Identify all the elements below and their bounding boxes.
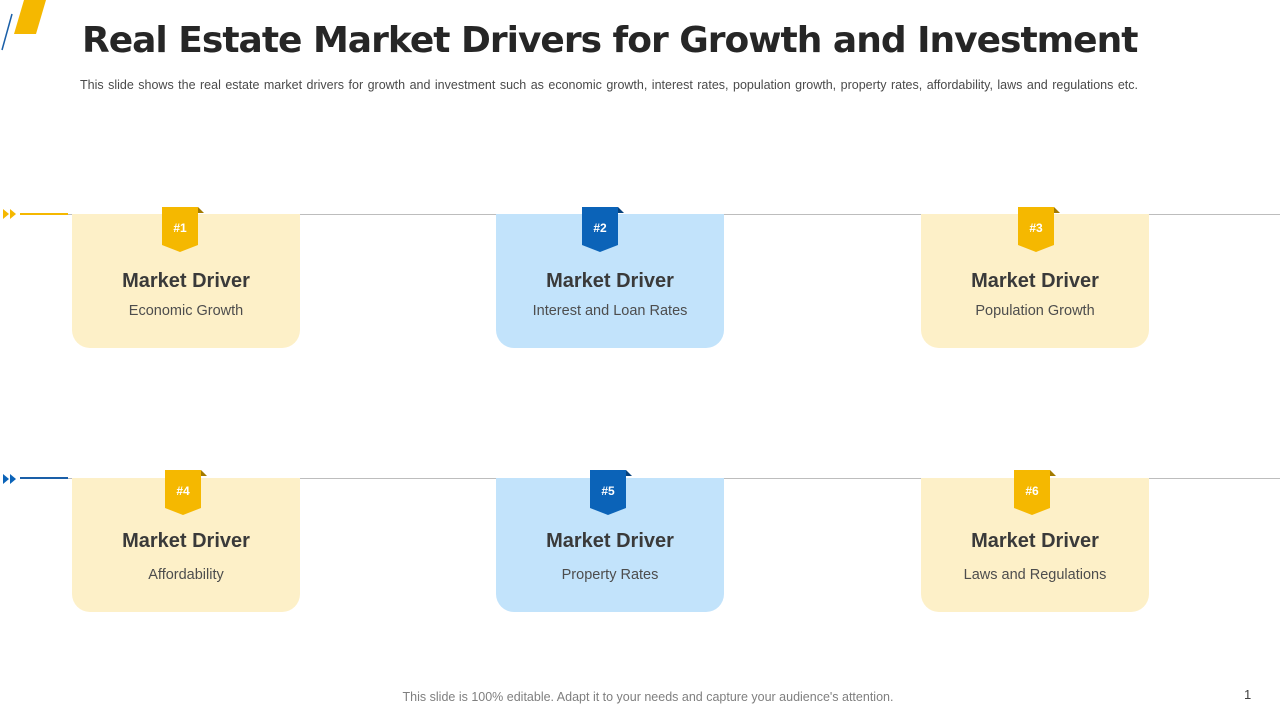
driver-heading: Market Driver bbox=[546, 530, 674, 552]
corner-accent-shape bbox=[1, 0, 46, 51]
ribbon-icon bbox=[1014, 470, 1056, 515]
page-number: 1 bbox=[1244, 687, 1252, 702]
driver-heading: Market Driver bbox=[122, 530, 250, 552]
driver-heading: Market Driver bbox=[546, 270, 674, 292]
driver-badge-5: #5 bbox=[590, 470, 634, 516]
driver-text: Interest and Loan Rates bbox=[532, 303, 688, 319]
driver-text: Property Rates bbox=[561, 567, 659, 583]
driver-badge-6: #6 bbox=[1014, 470, 1058, 516]
driver-text: Laws and Regulations bbox=[963, 567, 1107, 583]
page-title: Real Estate Market Drivers for Growth an… bbox=[82, 20, 1138, 61]
badge-number: #6 bbox=[1025, 484, 1039, 498]
ribbon-icon bbox=[165, 470, 207, 515]
ribbon-icon bbox=[162, 207, 204, 252]
driver-badge-1: #1 bbox=[162, 207, 206, 253]
badge-number: #3 bbox=[1029, 221, 1043, 235]
double-chevron-icon bbox=[3, 474, 16, 484]
row-lead-line-2 bbox=[20, 477, 68, 479]
double-chevron-icon bbox=[3, 209, 16, 219]
badge-number: #5 bbox=[601, 484, 615, 498]
ribbon-icon bbox=[582, 207, 624, 252]
driver-badge-2: #2 bbox=[582, 207, 626, 253]
driver-text: Population Growth bbox=[975, 303, 1095, 319]
footer-note: This slide is 100% editable. Adapt it to… bbox=[402, 690, 894, 704]
driver-badge-3: #3 bbox=[1018, 207, 1062, 253]
badge-number: #1 bbox=[173, 221, 187, 235]
page-subtitle: This slide shows the real estate market … bbox=[80, 78, 1138, 92]
badge-number: #4 bbox=[176, 484, 190, 498]
ribbon-icon bbox=[590, 470, 632, 515]
ribbon-icon bbox=[1018, 207, 1060, 252]
driver-text: Affordability bbox=[148, 567, 224, 583]
driver-heading: Market Driver bbox=[971, 270, 1099, 292]
driver-text: Economic Growth bbox=[128, 303, 244, 319]
driver-heading: Market Driver bbox=[971, 530, 1099, 552]
badge-number: #2 bbox=[593, 221, 607, 235]
driver-heading: Market Driver bbox=[122, 270, 250, 292]
row-lead-line-1 bbox=[20, 213, 68, 215]
driver-badge-4: #4 bbox=[165, 470, 209, 516]
